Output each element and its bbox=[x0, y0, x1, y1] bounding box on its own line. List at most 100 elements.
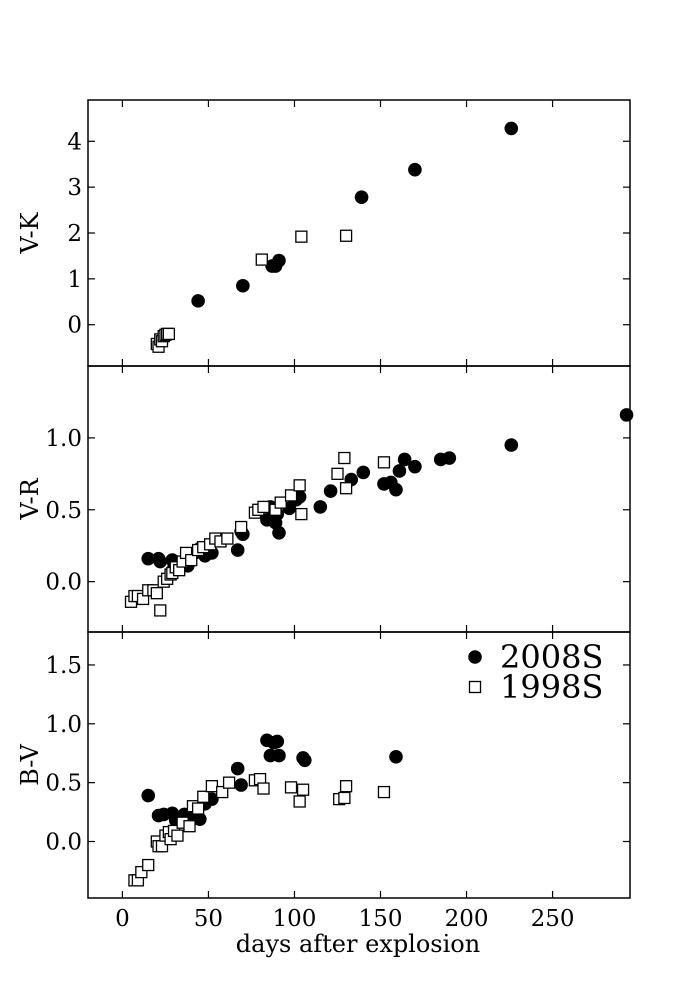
series-1998s bbox=[150, 229, 353, 353]
data-point-2008s bbox=[230, 761, 245, 776]
data-point-1998s bbox=[377, 785, 391, 799]
y-tick-label: 1.0 bbox=[45, 712, 82, 738]
data-point-1998s bbox=[339, 780, 353, 793]
data-point-1998s bbox=[338, 791, 351, 805]
data-point-2008s bbox=[392, 464, 407, 478]
data-point-1998s bbox=[222, 776, 236, 789]
data-point-2008s bbox=[442, 451, 457, 465]
data-point-1998s bbox=[338, 451, 351, 465]
data-point-2008s bbox=[313, 500, 328, 514]
data-point-2008s bbox=[408, 459, 422, 474]
data-point-1998s bbox=[205, 780, 219, 793]
x-tick-label: 200 bbox=[445, 906, 489, 932]
legend-label-1998s: 1998S bbox=[500, 668, 603, 706]
data-point-2008s bbox=[191, 294, 205, 308]
data-point-1998s bbox=[255, 253, 268, 266]
panel-b-v: 0 50 100 150 200 250 0.0 0.5 1.0 1.5 B-V bbox=[16, 631, 631, 932]
data-point-2008s bbox=[298, 753, 312, 768]
data-point-2008s bbox=[236, 278, 250, 293]
data-point-1998s bbox=[216, 785, 229, 799]
series-1998s bbox=[124, 451, 391, 617]
axes-frame bbox=[87, 631, 631, 899]
data-point-1998s bbox=[295, 230, 308, 243]
data-point-2008s bbox=[323, 484, 338, 498]
data-point-2008s bbox=[356, 465, 371, 480]
x-tick-label: 0 bbox=[115, 906, 130, 932]
data-point-2008s bbox=[389, 749, 403, 764]
data-point-2008s bbox=[504, 438, 519, 452]
y-tick-label: 1.0 bbox=[45, 426, 82, 452]
data-point-1998s bbox=[142, 858, 155, 872]
data-point-1998s bbox=[284, 489, 298, 502]
data-point-1998s bbox=[162, 327, 176, 341]
data-point-2008s bbox=[504, 121, 519, 136]
data-point-1998s bbox=[197, 790, 210, 803]
y-tick-label: 2 bbox=[67, 221, 82, 247]
y-tick-label: 0.5 bbox=[45, 498, 82, 524]
panel-v-r: 0.0 0.5 1.0V-R bbox=[16, 365, 634, 633]
data-point-1998s bbox=[284, 781, 298, 794]
panel-v-k: 0 1 2 3 4 V-K bbox=[16, 99, 631, 367]
data-point-1998s bbox=[257, 500, 270, 514]
data-point-1998s bbox=[293, 479, 306, 492]
data-point-2008s bbox=[230, 543, 245, 557]
y-axis-label: V-R bbox=[16, 477, 44, 520]
data-point-1998s bbox=[339, 229, 353, 242]
data-point-1998s bbox=[296, 783, 310, 796]
x-tick-label: 150 bbox=[359, 906, 403, 932]
data-point-1998s bbox=[295, 507, 308, 521]
legend-label-2008s: 2008S bbox=[500, 638, 603, 676]
data-point-2008s bbox=[619, 408, 634, 422]
y-tick-label: 0.0 bbox=[45, 830, 82, 856]
data-point-1998s bbox=[185, 553, 198, 567]
x-tick-label: 100 bbox=[273, 906, 317, 932]
data-point-2008s bbox=[389, 482, 403, 497]
data-point-1998s bbox=[293, 795, 306, 808]
x-tick-label: 50 bbox=[194, 906, 223, 932]
y-tick-label: 3 bbox=[67, 175, 82, 201]
data-point-1998s bbox=[154, 604, 167, 617]
legend-marker-1998s bbox=[468, 680, 482, 694]
data-point-2008s bbox=[270, 734, 285, 749]
data-point-1998s bbox=[331, 467, 344, 480]
data-point-2008s bbox=[354, 190, 369, 205]
axes-frame bbox=[87, 99, 631, 367]
y-tick-label: 4 bbox=[67, 129, 82, 155]
data-point-1998s bbox=[257, 782, 270, 795]
y-tick-label: 0.0 bbox=[45, 570, 82, 596]
data-point-2008s bbox=[272, 253, 286, 268]
data-point-2008s bbox=[272, 525, 286, 540]
y-tick-label: 1.5 bbox=[45, 653, 82, 679]
x-axis-label: days after explosion bbox=[236, 930, 480, 958]
data-point-1998s bbox=[171, 829, 184, 842]
y-tick-label: 1 bbox=[67, 267, 82, 293]
data-point-2008s bbox=[234, 778, 248, 792]
data-point-1998s bbox=[183, 820, 196, 833]
data-point-1998s bbox=[191, 802, 205, 815]
y-axis-label: V-K bbox=[16, 211, 44, 254]
data-point-1998s bbox=[377, 456, 391, 469]
y-tick-label: 0 bbox=[67, 313, 82, 339]
legend-marker-2008s bbox=[468, 650, 482, 664]
data-point-2008s bbox=[153, 554, 168, 569]
data-point-2008s bbox=[397, 452, 412, 467]
series-1998s bbox=[128, 772, 391, 887]
data-point-1998s bbox=[221, 532, 234, 545]
data-point-1998s bbox=[135, 865, 148, 879]
data-point-1998s bbox=[274, 496, 287, 509]
data-point-1998s bbox=[150, 587, 163, 600]
data-point-2008s bbox=[193, 812, 207, 826]
data-point-2008s bbox=[141, 551, 156, 566]
y-axis-label: B-V bbox=[16, 743, 44, 785]
y-tick-label: 0.5 bbox=[45, 771, 82, 797]
data-point-2008s bbox=[141, 788, 156, 803]
x-tick-label: 250 bbox=[531, 906, 575, 932]
series-2008s bbox=[141, 733, 403, 828]
data-point-1998s bbox=[234, 520, 248, 534]
axes-frame bbox=[87, 365, 631, 633]
data-point-1998s bbox=[339, 482, 353, 495]
data-point-2008s bbox=[408, 162, 422, 177]
series-2008s bbox=[191, 121, 519, 308]
